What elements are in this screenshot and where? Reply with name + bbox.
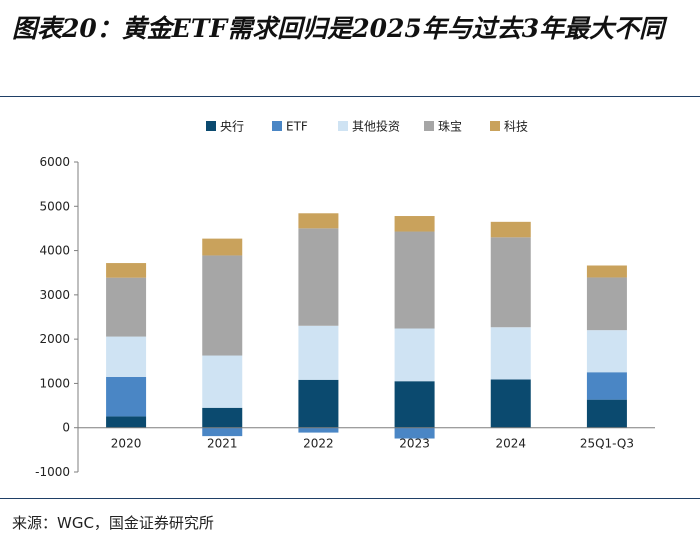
bar-2020-2 <box>106 336 147 377</box>
chart-area: 央行 ETF 其他投资 珠宝 科技 -1000 0 1000 2000 3000 4000 5000 6… <box>0 100 700 495</box>
bar-2023-0 <box>394 381 435 428</box>
title-divider <box>0 96 700 97</box>
y-tick-label-6: 5000 <box>39 199 70 213</box>
legend-swatch-3 <box>424 121 434 131</box>
bar-2020-4 <box>106 263 147 278</box>
figure-title: 图表20：黄金ETF需求回归是2025年与过去3年最大不同 <box>12 14 665 43</box>
bar-2020-0 <box>106 416 147 428</box>
bar-25Q1-Q3-3 <box>586 277 627 331</box>
x-tick-label-0: 2020 <box>111 437 142 451</box>
bar-2021-4 <box>202 238 243 256</box>
legend-swatch-0 <box>206 121 216 131</box>
stacked-bar-chart: 央行 ETF 其他投资 珠宝 科技 -1000 0 1000 2000 3000 4000 5000 6… <box>35 119 655 479</box>
y-tick-label-2: 1000 <box>39 376 70 390</box>
bar-25Q1-Q3-4 <box>586 265 627 278</box>
bar-2021-3 <box>202 255 243 356</box>
legend-swatch-2 <box>338 121 348 131</box>
y-tick-label-4: 3000 <box>39 288 70 302</box>
legend-label-4: 科技 <box>504 120 528 134</box>
bar-2022-2 <box>298 325 339 380</box>
bar-2021-2 <box>202 355 243 408</box>
bar-2021-0 <box>202 407 243 428</box>
bar-2022-0 <box>298 379 339 428</box>
source-divider <box>0 498 700 499</box>
bar-2021-1 <box>202 427 243 437</box>
bar-2022-3 <box>298 228 339 326</box>
x-tick-label-5: 25Q1-Q3 <box>580 437 634 451</box>
legend-label-1: ETF <box>286 120 308 134</box>
x-tick-label-1: 2021 <box>207 437 238 451</box>
legend-swatch-4 <box>490 121 500 131</box>
y-tick-label-1: 0 <box>62 421 70 435</box>
bar-2024-3 <box>490 237 531 328</box>
bar-2020-3 <box>106 277 147 337</box>
bar-2023-4 <box>394 216 435 232</box>
bar-2023-1 <box>394 427 435 439</box>
bar-2022-1 <box>298 427 339 433</box>
legend-swatch-1 <box>272 121 282 131</box>
bar-2024-2 <box>490 327 531 380</box>
source-note: 来源：WGC，国金证券研究所 <box>12 514 214 532</box>
legend-label-3: 珠宝 <box>438 120 462 134</box>
bar-25Q1-Q3-0 <box>586 399 627 428</box>
bar-2024-4 <box>490 221 531 238</box>
y-tick-label-5: 4000 <box>39 244 70 258</box>
bar-2020-1 <box>106 376 147 417</box>
y-tick-label-7: 6000 <box>39 155 70 169</box>
x-tick-label-2: 2022 <box>303 437 334 451</box>
bar-2023-2 <box>394 328 435 382</box>
bar-2023-3 <box>394 231 435 329</box>
bar-2024-0 <box>490 379 531 428</box>
y-tick-label-3: 2000 <box>39 332 70 346</box>
bar-2022-4 <box>298 213 339 229</box>
legend-label-2: 其他投资 <box>352 119 400 134</box>
x-tick-label-4: 2024 <box>495 437 526 451</box>
bar-25Q1-Q3-1 <box>586 372 627 400</box>
y-tick-label-0: -1000 <box>35 465 70 479</box>
legend-label-0: 央行 <box>220 120 244 134</box>
bar-25Q1-Q3-2 <box>586 330 627 373</box>
x-tick-label-3: 2023 <box>399 437 430 451</box>
